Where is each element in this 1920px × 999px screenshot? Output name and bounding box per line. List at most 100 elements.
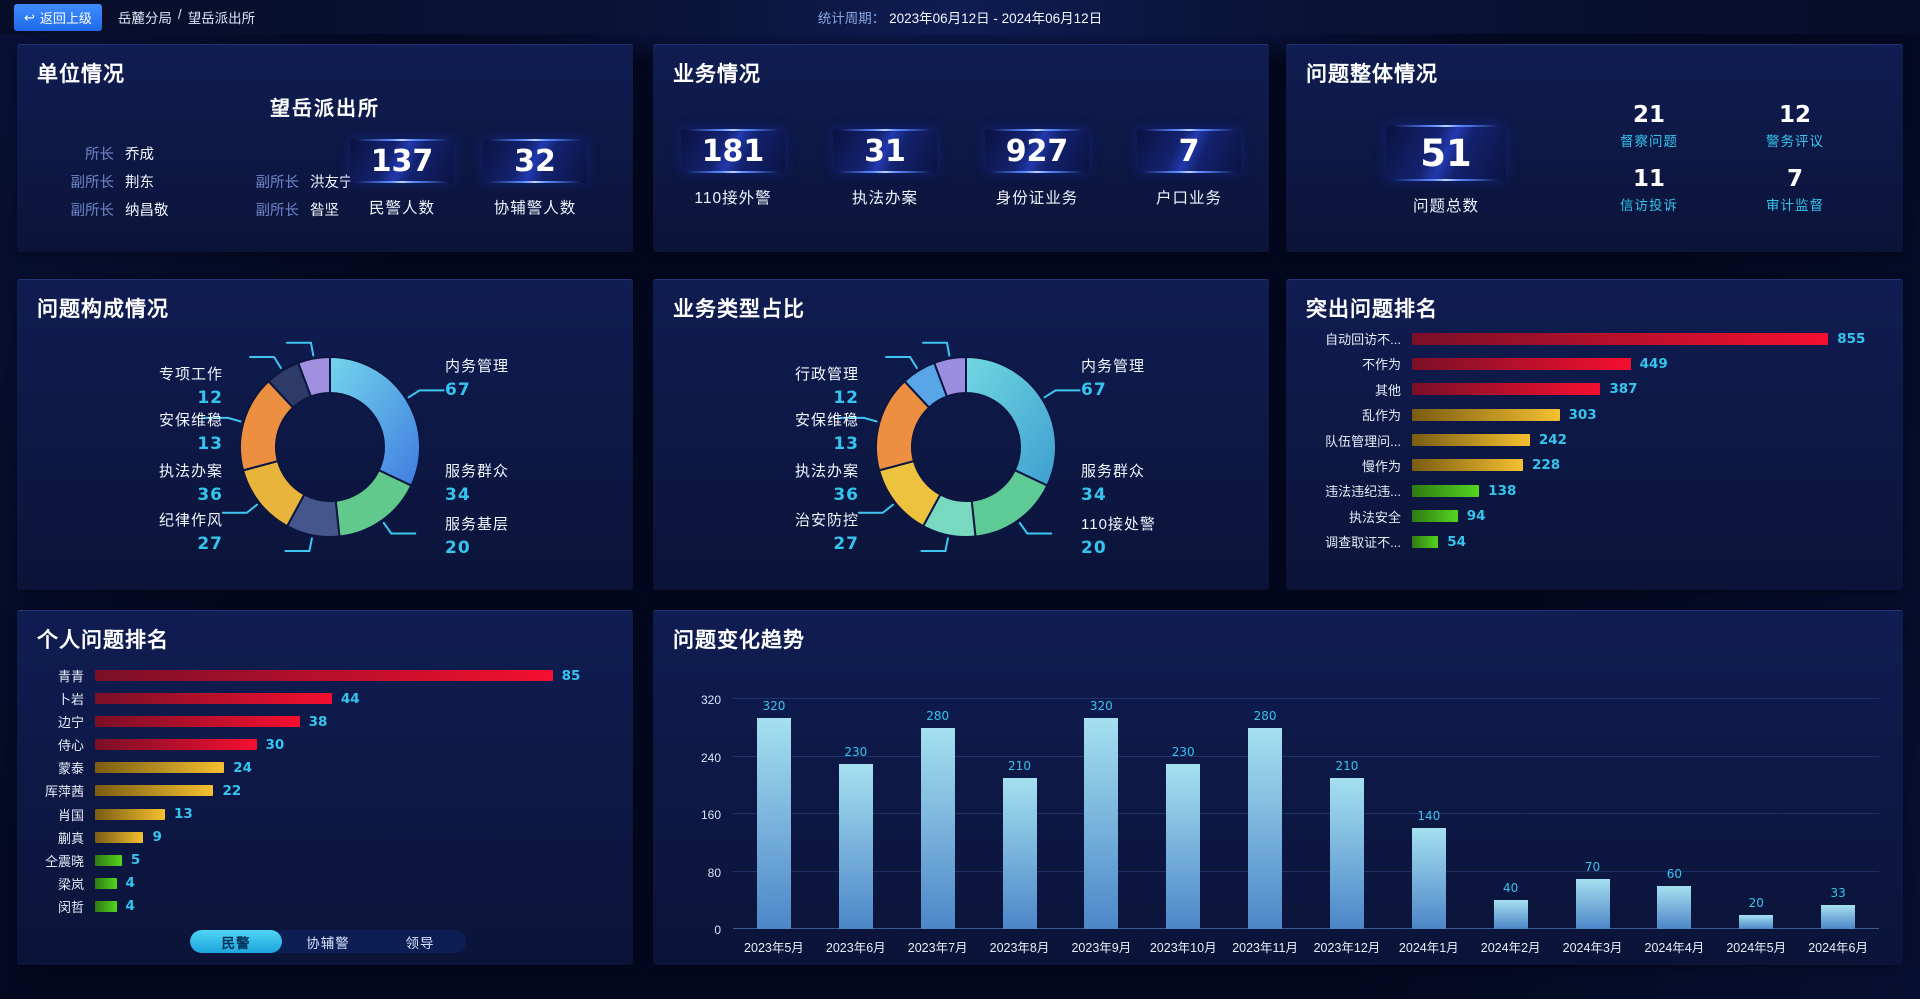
bar-track: 5 — [95, 852, 615, 868]
bar-track: 228 — [1412, 457, 1885, 473]
bar — [1412, 332, 1829, 345]
bar-row: 青青 85 — [31, 666, 615, 685]
bar-category-label: 自动回访不... — [1325, 332, 1401, 347]
back-button[interactable]: ↩ 返回上级 — [14, 3, 102, 31]
plot-area: 320 230 280 210 320 230 280 210 140 40 70 60 20 33 — [733, 698, 1879, 929]
bar — [1411, 828, 1446, 929]
x-tick-label: 2024年3月 — [1562, 941, 1623, 955]
bar-value: 40 — [1503, 881, 1519, 896]
business-panel-title: 业务情况 — [673, 63, 761, 86]
stat-box: 181 — [681, 129, 785, 173]
problem-composition-panel: 问题构成情况 专项工作 12 安保维稳 13 执法办案 36 纪律作风 27 内… — [17, 279, 633, 590]
x-tick-label: 2024年4月 — [1644, 941, 1705, 955]
breadcrumb-parent[interactable]: 岳麓分局 — [117, 11, 172, 26]
bar-column: 230 — [815, 699, 897, 929]
back-button-label: 返回上级 — [39, 10, 92, 26]
bar-category-label: 青青 — [57, 669, 84, 684]
donut-label: 服务基层 20 — [445, 513, 620, 558]
bar-track: 387 — [1412, 381, 1885, 397]
bar-track: 4 — [95, 898, 615, 914]
donut-slice — [285, 493, 341, 538]
bar-column: 70 — [1552, 699, 1634, 929]
leader-line — [1018, 521, 1053, 535]
bar-row: 自动回访不... 855 — [1300, 329, 1885, 348]
tab-minjing[interactable]: 民警 — [190, 930, 282, 953]
bar-track: 94 — [1412, 508, 1885, 524]
stat-household: 7 户口业务 — [1129, 129, 1249, 208]
bar — [920, 727, 955, 929]
bar-value: 230 — [844, 744, 868, 759]
bar-value: 5 — [130, 852, 141, 869]
bar — [1575, 878, 1610, 929]
x-tick-label: 2023年10月 — [1149, 941, 1217, 955]
donut-label: 安保维稳 13 — [31, 409, 223, 454]
slice-value: 36 — [833, 485, 859, 505]
bar-value: 24 — [233, 759, 252, 776]
stat-value: 11 — [1632, 166, 1665, 192]
bar-track: 22 — [95, 783, 615, 799]
station-name: 望岳派出所 — [270, 98, 380, 120]
ranking-tabs: 民警 协辅警 领导 — [190, 930, 466, 953]
x-tick-label: 2023年12月 — [1313, 941, 1381, 955]
slice-value: 13 — [833, 434, 859, 454]
bar-row: 侍心 30 — [31, 735, 615, 754]
bar-row: 边宁 38 — [31, 712, 615, 731]
bar-category-label: 乱作为 — [1361, 408, 1401, 424]
bar — [1412, 357, 1631, 370]
officer-row: 所长 乔成 — [37, 143, 221, 164]
topbar: ↩ 返回上级 岳麓分局 / 望岳派出所 统计周期： 2023年06月12日 - … — [0, 0, 1920, 34]
bar-row: 闵哲 4 — [31, 897, 615, 916]
officer-role: 副所长 — [255, 175, 300, 191]
bar-value: 210 — [1008, 759, 1031, 774]
bar-track: 30 — [95, 737, 615, 753]
stat-label: 110接外警 — [694, 190, 772, 207]
bar-value: 70 — [1584, 859, 1601, 874]
slice-label: 专项工作 — [158, 366, 223, 383]
bar — [1248, 727, 1283, 929]
y-tick-label: 320 — [700, 693, 721, 707]
tab-lingdao[interactable]: 领导 — [405, 935, 435, 951]
x-tick-label: 2023年9月 — [1071, 941, 1132, 955]
bar-row: 厍萍茜 22 — [31, 781, 615, 800]
bar-category-label: 侍心 — [57, 738, 84, 754]
trend-main: 0 80 160 240 320 320 230 280 210 320 230 280 210 140 4… — [677, 670, 1879, 937]
stat-value: 51 — [1420, 131, 1472, 175]
stat-value: 7 — [1786, 166, 1803, 192]
slice-value: 67 — [445, 380, 471, 400]
bar-category-label: 厍萍茜 — [44, 784, 84, 800]
unit-panel-title: 单位情况 — [37, 63, 125, 86]
bar-value: 855 — [1837, 330, 1866, 347]
slice-value: 13 — [197, 434, 223, 454]
stat-label: 身份证业务 — [995, 190, 1079, 207]
tab-xiefujing[interactable]: 协辅警 — [306, 935, 350, 951]
stat-value: 181 — [701, 133, 765, 169]
stat-problem-total: 51 问题总数 — [1386, 125, 1506, 216]
bar — [1412, 484, 1480, 497]
bars: 320 230 280 210 320 230 280 210 140 40 70 60 20 33 — [733, 699, 1879, 929]
statistics-period: 统计周期： 2023年06月12日 - 2024年06月12日 — [818, 7, 1102, 27]
bar — [1412, 434, 1530, 446]
officer-row: 副所长 纳昌敬 副所长 昝坚 — [37, 199, 340, 220]
stat-audit: 7 审计监督 — [1722, 166, 1868, 214]
stat-label: 户口业务 — [1155, 190, 1222, 207]
bar-value: 22 — [222, 782, 242, 799]
bar-value: 320 — [1089, 699, 1113, 713]
bar-category-label: 蒯真 — [57, 830, 84, 846]
slice-value: 36 — [197, 485, 223, 505]
stat-law-cases: 31 执法办案 — [825, 129, 945, 208]
leader-line — [382, 521, 417, 535]
bar-column: 210 — [979, 699, 1061, 929]
slice-label: 行政管理 — [794, 366, 859, 383]
donut-label: 服务群众 34 — [1081, 460, 1256, 505]
bar-column: 280 — [897, 699, 979, 929]
bar — [95, 854, 122, 866]
officer-role: 所长 — [85, 147, 114, 163]
bar-category-label: 违法违纪违... — [1325, 484, 1401, 500]
x-tick-label: 2024年6月 — [1808, 941, 1868, 955]
slice-value: 20 — [1081, 538, 1107, 558]
stat-box: 927 — [985, 129, 1089, 173]
unit-stats: 137 民警人数 32 协辅警人数 — [350, 139, 587, 218]
donut-slice — [877, 459, 942, 528]
stat-box: 31 — [833, 129, 937, 173]
breadcrumb-current[interactable]: 望岳派出所 — [187, 11, 256, 26]
